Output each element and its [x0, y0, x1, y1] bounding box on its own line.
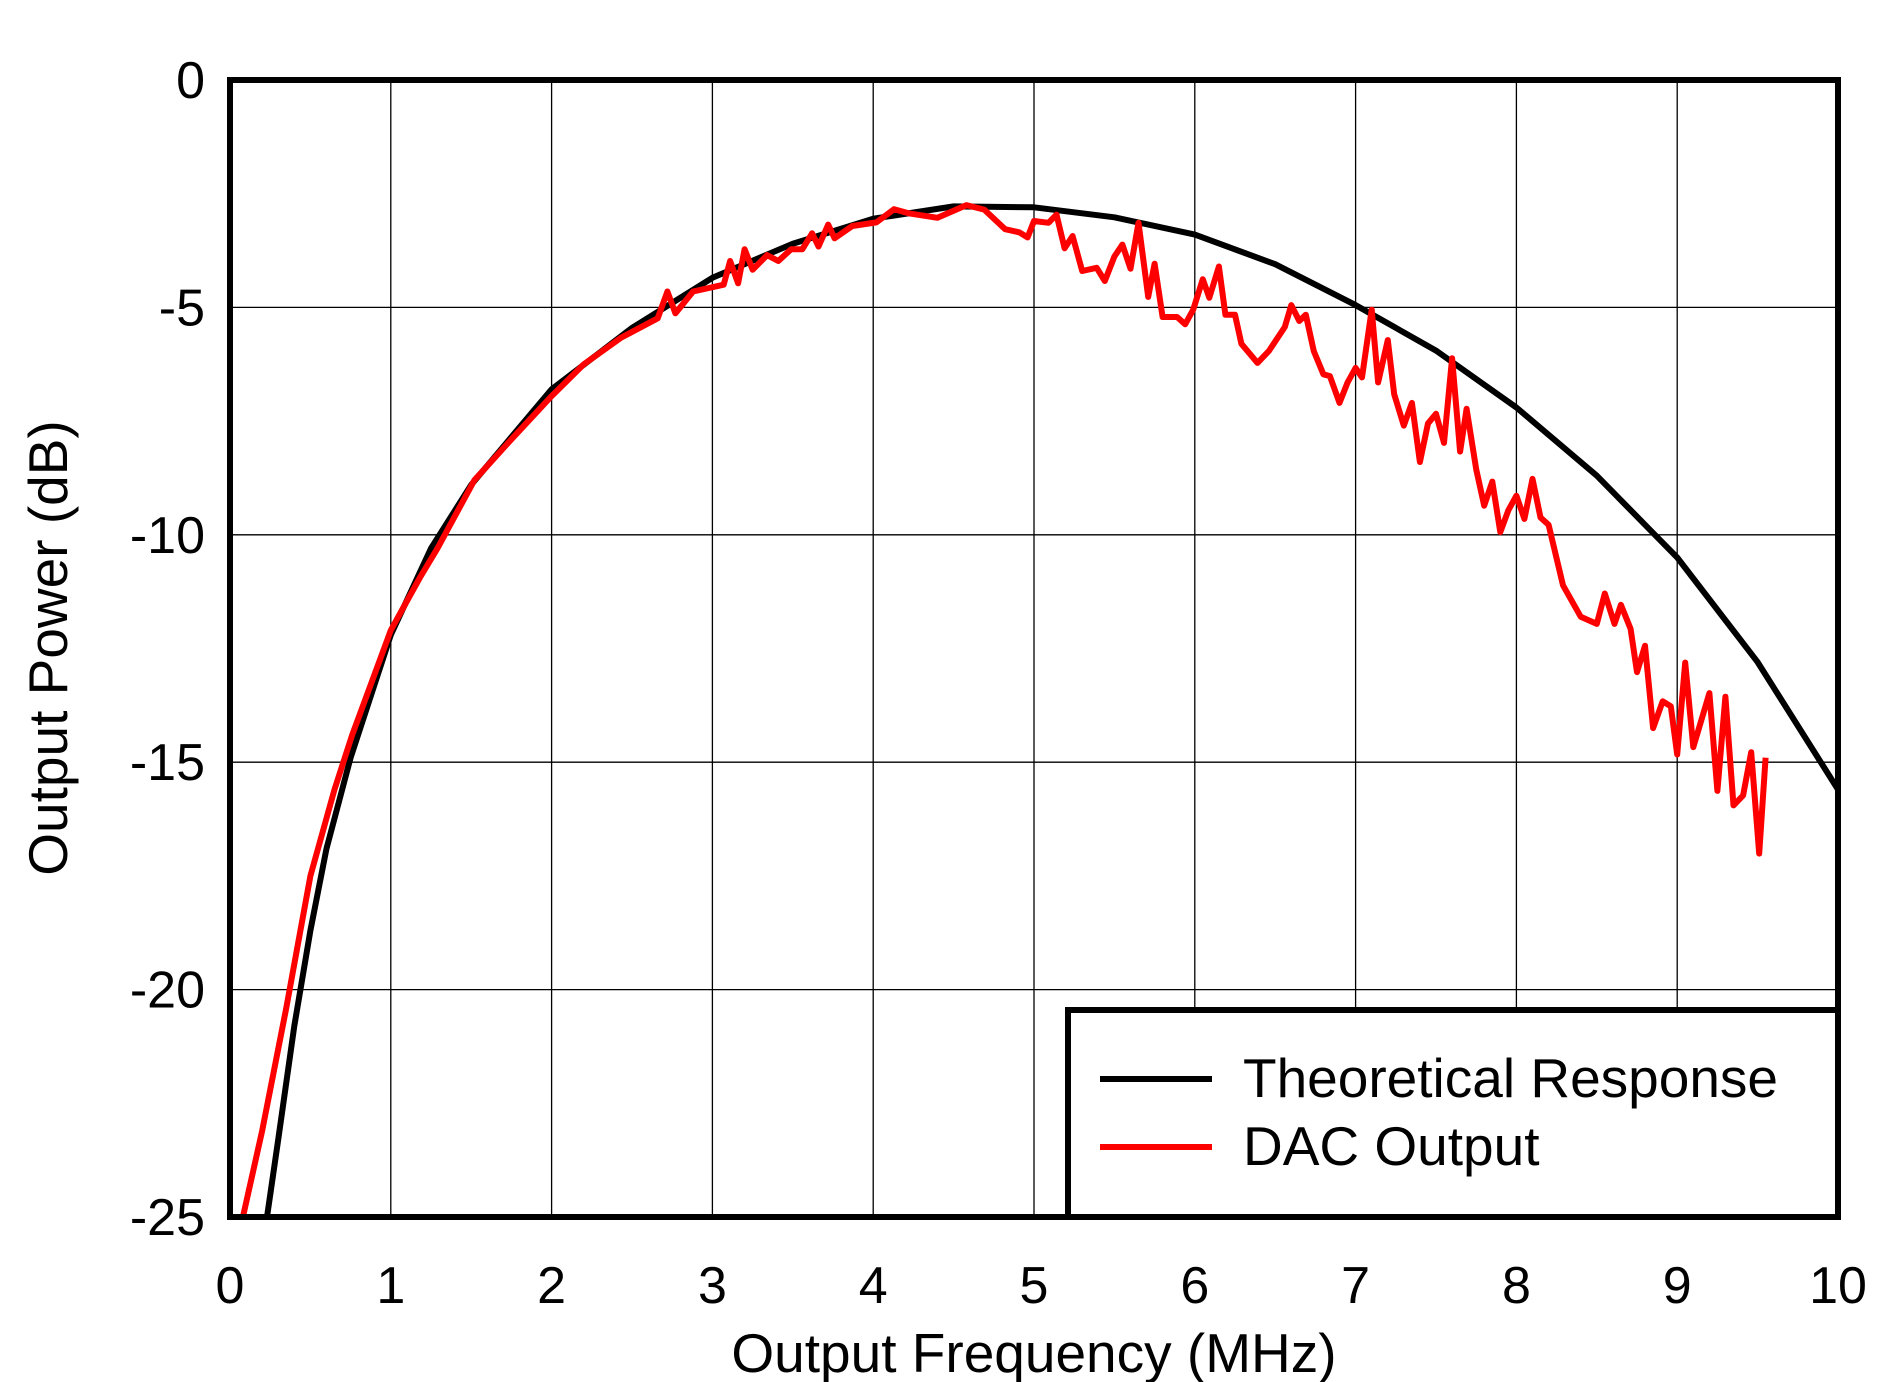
legend-label-theoretical: Theoretical Response: [1243, 1047, 1778, 1109]
legend-label-dac: DAC Output: [1243, 1115, 1540, 1177]
plot-frame: [227, 77, 1841, 1220]
x-tick-label: 0: [216, 1257, 245, 1315]
x-tick-label: 7: [1341, 1257, 1370, 1315]
y-axis-title: Output Power (dB): [17, 420, 79, 875]
x-axis-title: Output Frequency (MHz): [731, 1322, 1336, 1382]
y-tick-label: 0: [176, 52, 205, 110]
x-tick-label: 8: [1502, 1257, 1531, 1315]
tick-labels: 0 1 2 3 4 5 6 7 8 9 10 0 -5 -10 -15 -20 -25: [130, 52, 1867, 1315]
y-tick-label: -25: [130, 1189, 205, 1247]
x-tick-label: 2: [537, 1257, 566, 1315]
x-tick-label: 9: [1663, 1257, 1692, 1315]
y-tick-label: -5: [159, 279, 205, 337]
legend: Theoretical Response DAC Output: [1065, 1007, 1841, 1220]
x-tick-label: 10: [1809, 1257, 1867, 1315]
x-tick-label: 4: [859, 1257, 888, 1315]
x-tick-label: 5: [1020, 1257, 1049, 1315]
y-tick-label: -15: [130, 734, 205, 792]
series-layer: [239, 202, 1838, 1217]
x-tick-label: 1: [376, 1257, 405, 1315]
legend-box: [1065, 1007, 1841, 1220]
y-tick-label: -10: [130, 507, 205, 565]
dac-output-line: [239, 202, 1769, 1217]
x-tick-label: 6: [1180, 1257, 1209, 1315]
y-tick-label: -20: [130, 962, 205, 1020]
x-tick-label: 3: [698, 1257, 727, 1315]
